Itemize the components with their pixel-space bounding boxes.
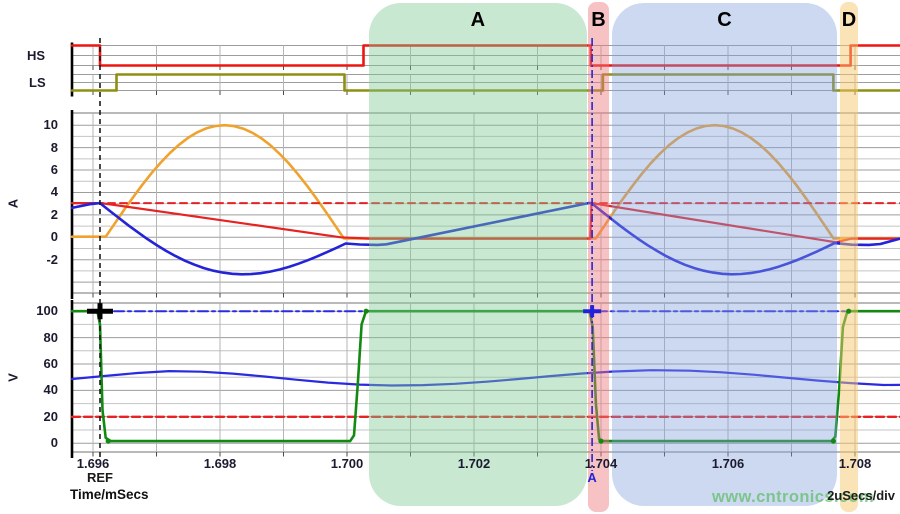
- y-tick-label: 8: [50, 139, 58, 155]
- cursor-label-a: A: [587, 470, 597, 485]
- x-tick-label: 1.700: [330, 456, 364, 471]
- region-label-B: B: [591, 9, 606, 31]
- y-tick-label: 2: [50, 206, 58, 222]
- y-tick-label: 40: [43, 382, 58, 398]
- region-D: [840, 2, 858, 512]
- x-tick-label: 1.698: [203, 456, 237, 471]
- trace-i_orange: [70, 123, 900, 240]
- y-tick-label: 80: [43, 329, 58, 345]
- region-B: [588, 2, 609, 512]
- x-tick-label: 1.708: [838, 456, 872, 471]
- y-tick-label: 60: [43, 356, 58, 371]
- y-tick-label: 0: [50, 229, 58, 245]
- region-A: [368, 3, 588, 506]
- cursor-label-ref: REF: [86, 470, 113, 485]
- watermark: www.cntronics.com: [712, 488, 875, 506]
- x-tick-label: 1.704: [584, 456, 618, 471]
- hs-trace-label: HS: [27, 48, 46, 63]
- x-tick-label: 1.696: [76, 456, 110, 471]
- trace-point-marker: [105, 438, 111, 444]
- region-label-C: C: [717, 9, 732, 31]
- y-tick-label: 6: [50, 162, 58, 178]
- y-tick-label: 20: [43, 408, 58, 424]
- x-tick-label: 1.702: [457, 456, 491, 471]
- x-tick-label: 1.706: [711, 456, 745, 471]
- trace-v_out_blue: [70, 369, 900, 387]
- current-axis-unit-label: A: [5, 198, 21, 209]
- ls-trace-label: LS: [29, 75, 46, 90]
- trace-i_blue: [70, 201, 900, 276]
- voltage-axis-unit-label: V: [5, 373, 21, 382]
- trace-point-marker: [363, 308, 369, 314]
- trace-point-marker: [598, 438, 604, 444]
- trace-ls: [70, 73, 900, 92]
- region-C: [611, 3, 838, 506]
- x-axis-title: Time/mSecs: [70, 487, 149, 502]
- trace-point-marker: [846, 308, 852, 314]
- region-label-A: A: [470, 9, 486, 31]
- y-tick-label: 4: [50, 184, 58, 200]
- y-tick-label: 0: [50, 435, 58, 451]
- trace-hs: [70, 44, 900, 67]
- time-per-division-label: 2uSecs/div: [827, 488, 895, 503]
- y-tick-label: 100: [36, 303, 58, 319]
- trace-i_ramp_red: [70, 202, 900, 244]
- region-label-D: D: [841, 9, 857, 31]
- trace-point-marker: [830, 438, 837, 444]
- trace-v_sw_green: [70, 309, 900, 443]
- y-tick-label: 10: [43, 117, 58, 133]
- y-tick-label: -2: [46, 251, 58, 267]
